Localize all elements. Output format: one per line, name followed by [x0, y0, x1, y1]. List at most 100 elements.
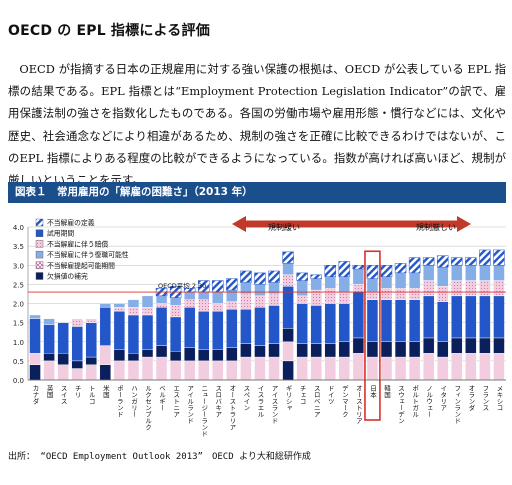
- bar-segment: [493, 280, 505, 297]
- bar-segment: [212, 303, 224, 312]
- source-note: 出所： “OECD Employment Outlook 2013” OECD …: [8, 452, 311, 462]
- bar-segment: [422, 337, 435, 354]
- bar-segment: [296, 303, 308, 344]
- bar-segment: [465, 280, 477, 297]
- bar-segment: [226, 309, 238, 348]
- bar-segment: [282, 263, 294, 276]
- bar-segment: [310, 278, 322, 291]
- bar-segment-top: [296, 272, 308, 281]
- bar-segment: [71, 360, 83, 369]
- bar-segment-top: [422, 257, 435, 266]
- bar-segment: [226, 347, 238, 362]
- y-tick-label: 0.0: [13, 377, 24, 385]
- x-tick-label: メキシコ: [495, 385, 503, 411]
- bar-segment: [465, 337, 477, 354]
- x-tick-label: オランダ: [467, 385, 475, 412]
- legend-swatch: [35, 250, 44, 259]
- bar-segment: [437, 286, 449, 302]
- bar-segment: [29, 314, 41, 319]
- bar-segment: [479, 353, 491, 381]
- bar-segment: [408, 299, 421, 342]
- bar-segment: [212, 291, 224, 304]
- x-tick-label: ドイツ: [326, 385, 334, 405]
- bar-segment: [352, 284, 365, 293]
- bar-segment: [465, 295, 477, 339]
- x-tick-label: フランス: [481, 385, 489, 412]
- bar-segment: [113, 310, 126, 350]
- bar-segment: [85, 364, 97, 381]
- bar-segment: [198, 310, 210, 350]
- bar-segment: [479, 265, 491, 281]
- bar-segment: [366, 291, 379, 300]
- bar-segment: [57, 353, 69, 365]
- x-tick-label: スウェーデン: [397, 385, 405, 424]
- bar-segment: [183, 307, 196, 348]
- bar-segment: [254, 295, 266, 308]
- figure-title-bar: 図表１ 常用雇用の「解雇の困難さ」（2013 年）: [8, 182, 506, 203]
- bar-segment: [43, 353, 55, 362]
- bar-segment: [127, 299, 140, 308]
- bar-segment: [268, 305, 280, 344]
- bar-segment: [254, 307, 266, 346]
- bar-segment: [254, 356, 266, 381]
- bar-segment: [465, 265, 477, 281]
- bar-segment: [240, 309, 252, 344]
- bar-segment-top: [268, 270, 280, 283]
- x-tick-label: ルクセンブルク: [144, 385, 152, 431]
- oecd-average-label: OECD平均 2.30: [158, 281, 206, 290]
- bar-segment: [408, 356, 421, 381]
- bar-segment: [85, 318, 97, 323]
- bar-segment: [183, 299, 196, 308]
- bar-segment: [226, 301, 238, 310]
- bar-segment: [85, 356, 97, 365]
- bar-segment: [352, 268, 365, 285]
- bar-segment: [451, 353, 463, 381]
- bar-segment-top: [380, 265, 393, 277]
- bar-segment: [380, 356, 393, 381]
- x-tick-label: 米国: [101, 384, 109, 400]
- bar-segment: [71, 318, 83, 327]
- bar-segment-top: [437, 255, 449, 268]
- x-tick-label: スロバキア: [214, 385, 222, 418]
- x-tick-label: ポーランド: [115, 385, 123, 418]
- bar-segment: [240, 293, 252, 310]
- arrow-label-right: 規制厳しい: [416, 222, 456, 232]
- bar-segment: [127, 307, 140, 316]
- x-tick-label: フィンランド: [453, 385, 461, 425]
- bar-segment-top: [493, 249, 505, 266]
- bar-segment: [57, 322, 69, 354]
- legend-label: 欠損値の補完: [47, 272, 88, 281]
- x-tick-label: ギリシャ: [284, 385, 292, 411]
- chart-axis: 0.0 0.5 1.0 1.5 2.0 2.5 3.0 3.5 4.0 カナダ 英国 スイス チリ トルコ…: [13, 224, 506, 437]
- bar-segment-top: [394, 263, 407, 274]
- bar-segment: [85, 322, 97, 358]
- bar-segment: [366, 341, 379, 358]
- y-tick-label: 3.0: [13, 262, 24, 270]
- bar-segment: [465, 353, 477, 381]
- bar-segment-top: [479, 249, 491, 266]
- bar-segment: [141, 307, 154, 316]
- bar-segment-top: [451, 257, 463, 266]
- x-tick-label: ポルトガル: [411, 385, 419, 418]
- bar-segment: [282, 341, 294, 362]
- bar-segment: [310, 343, 322, 358]
- bar-segment-top: [212, 280, 224, 293]
- bar-segment: [212, 360, 224, 381]
- bar-segment: [183, 291, 196, 300]
- bar-segment: [127, 314, 140, 354]
- bar-segment: [366, 356, 379, 381]
- bar-segment: [451, 265, 463, 281]
- legend-swatch: [35, 261, 44, 269]
- legend-swatch: [35, 229, 44, 237]
- bar-segment: [437, 356, 449, 381]
- bar-segment: [127, 353, 140, 362]
- bar-segment: [366, 299, 379, 342]
- bar-segment: [338, 341, 351, 358]
- x-tick-label: アイルランド: [186, 385, 194, 425]
- bar-segment: [43, 318, 55, 325]
- bar-segment-top: [366, 265, 379, 279]
- bar-segment-top: [465, 257, 477, 266]
- bar-segment: [437, 341, 449, 358]
- stacked-bar-chart: 0.0 0.5 1.0 1.5 2.0 2.5 3.0 3.5 4.0 カナダ 英国 スイス チリ トルコ…: [13, 216, 506, 437]
- bar-segment: [113, 360, 126, 381]
